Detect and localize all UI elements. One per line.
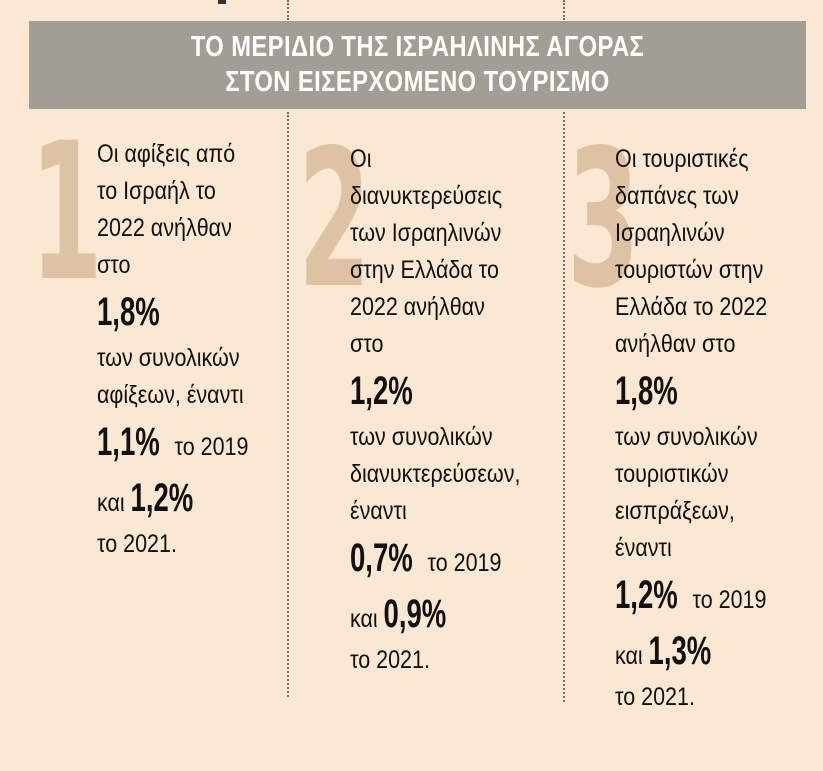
year-2021-label: το 2021. <box>97 530 177 558</box>
text-line: Ελλάδα το 2022 <box>615 293 768 321</box>
year-2021-label: το 2021. <box>350 646 430 674</box>
percentage-2019: 1,1% <box>97 420 160 464</box>
text-line: Ισραηλινών <box>615 219 725 247</box>
text-line: 2022 ανήλθαν <box>350 293 485 321</box>
and-label: και <box>615 642 649 670</box>
text-line: των Ισραηλινών <box>350 219 502 247</box>
year-2021-label: το 2021. <box>615 683 695 711</box>
percentage-2021: 1,2% <box>130 476 194 520</box>
column-number-2: 2 <box>298 109 371 330</box>
text-line: δαπάνες των <box>615 182 739 210</box>
text-line: των συνολικών <box>350 423 493 451</box>
top-divider-right <box>563 0 565 20</box>
highlight-percentage: 1,8% <box>615 369 678 413</box>
text-line: έναντι <box>350 497 407 525</box>
text-line: εισπράξεων, <box>615 497 735 525</box>
text-line: των συνολικών <box>97 344 240 372</box>
text-line: το Ισραήλ το <box>97 177 216 205</box>
top-mark <box>218 0 226 4</box>
percentage-2019: 1,2% <box>615 573 678 617</box>
text-line: έναντι <box>615 534 672 562</box>
and-label: και <box>97 489 131 517</box>
title-banner: ΤΟ ΜΕΡΙΔΙΟ ΤΗΣ ΙΣΡΑΗΛΙΝΗΣ ΑΓΟΡΑΣ ΣΤΟΝ ΕΙ… <box>29 21 806 109</box>
column-number-1: 1 <box>30 102 103 323</box>
text-line: στο <box>97 251 131 279</box>
text-line: Οι αφίξεις από <box>97 140 236 168</box>
text-line: διανυκτερεύσεις <box>350 182 503 210</box>
highlight-percentage: 1,2% <box>350 369 413 413</box>
text-line: αφίξεων, έναντι <box>97 381 244 409</box>
and-label: και <box>350 605 384 633</box>
top-divider-left <box>287 0 289 20</box>
banner-title-line-2: ΣΤΟΝ ΕΙΣΕΡΧΟΜΕΝΟ ΤΟΥΡΙΣΜΟ <box>225 66 610 98</box>
text-line: ανήλθαν στο <box>615 330 736 358</box>
highlight-percentage: 1,8% <box>97 290 160 334</box>
column-number-3: 3 <box>567 109 640 330</box>
percentage-2021: 1,3% <box>648 629 712 673</box>
column-divider-1 <box>287 112 289 697</box>
percentage-2021: 0,9% <box>383 592 447 636</box>
text-line: στην Ελλάδα το <box>350 256 499 284</box>
text-line: Οι τουριστικές <box>615 145 749 173</box>
percentage-2019: 0,7% <box>350 536 413 580</box>
year-2019-label: το 2019 <box>168 433 249 461</box>
text-line: τουριστών στην <box>615 256 764 284</box>
column-2-text: Οι διανυκτερεύσεις των Ισραηλινών στην Ε… <box>350 141 520 679</box>
text-line: στο <box>350 330 384 358</box>
text-line: τουριστικών <box>615 460 729 488</box>
column-3-text: Οι τουριστικές δαπάνες των Ισραηλινών το… <box>615 141 767 716</box>
column-1-text: Οι αφίξεις από το Ισραήλ το 2022 ανήλθαν… <box>97 136 248 563</box>
text-line: διανυκτερεύσεων, <box>350 460 521 488</box>
text-line: Οι <box>350 145 372 173</box>
year-2019-label: το 2019 <box>421 549 502 577</box>
banner-title-line-1: ΤΟ ΜΕΡΙΔΙΟ ΤΗΣ ΙΣΡΑΗΛΙΝΗΣ ΑΓΟΡΑΣ <box>190 31 645 63</box>
column-divider-2 <box>563 112 565 702</box>
text-line: 2022 ανήλθαν <box>97 214 232 242</box>
year-2019-label: το 2019 <box>686 586 767 614</box>
text-line: των συνολικών <box>615 423 758 451</box>
